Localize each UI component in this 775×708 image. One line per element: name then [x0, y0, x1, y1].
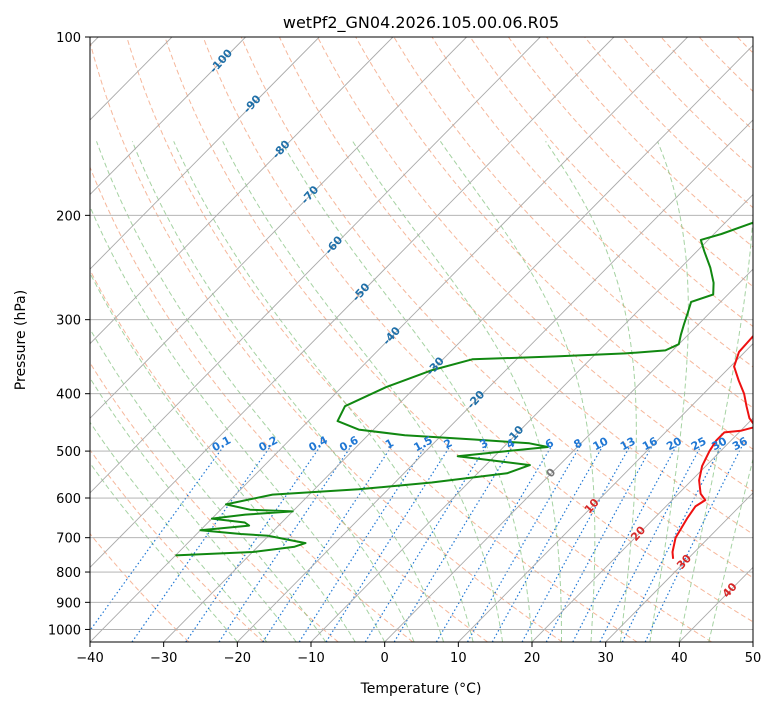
temperature-line [671, 334, 753, 559]
mixing-ratio-label: 10 [591, 434, 611, 453]
y-tick-label: 300 [56, 314, 81, 329]
mixing-ratio-line [491, 445, 604, 642]
mixing-ratio-label: 36 [730, 434, 750, 453]
y-tick-label: 200 [56, 209, 81, 224]
plot-frame [89, 36, 754, 643]
y-tick-label: 100 [56, 31, 81, 46]
isotherm-line [90, 37, 246, 196]
isotherm-line [163, 44, 753, 642]
isotherm-line [531, 417, 753, 642]
isotherm-line [90, 37, 688, 642]
isotherm-grid [90, 37, 753, 642]
dry-adiabat [164, 37, 712, 642]
mixing-ratio-line [131, 445, 272, 642]
dry-adiabat [202, 37, 753, 623]
mixing-ratio-line [262, 445, 393, 642]
mixing-ratio-line [298, 445, 427, 642]
dry-adiabat [90, 361, 339, 642]
mixing-ratio-label: 13 [618, 435, 638, 454]
y-axis-label: Pressure (hPa) [13, 290, 29, 390]
plot-area: -100-90-80-70-60-50-40-30-20-10010203040… [90, 37, 753, 642]
x-tick-label: −40 [76, 651, 103, 666]
y-tick-label: 500 [56, 445, 81, 460]
y-tick-label: 900 [56, 596, 81, 611]
dry-adiabat [90, 165, 488, 642]
x-tick-label: 20 [524, 651, 541, 666]
dry-adiabat [431, 37, 753, 368]
y-tick-label: 800 [56, 566, 81, 581]
mixing-ratio-line [572, 445, 678, 642]
isotherm-line [90, 37, 467, 419]
dry-adiabat [240, 37, 753, 579]
chart-title: wetPf2_GN04.2026.105.00.06.R05 [283, 13, 559, 33]
dry-adiabat [584, 37, 753, 209]
x-tick-label: 40 [671, 651, 688, 666]
dry-adiabat [622, 37, 753, 170]
mixing-ratio-label: 16 [640, 434, 660, 453]
isotherm-line [90, 37, 320, 270]
mixing-ratio-line [599, 445, 702, 642]
y-tick-label: 400 [56, 388, 81, 403]
mixing-ratio-line [466, 445, 582, 642]
x-axis-ticks: −40 −30 −20 −10 0 10 20 30 40 50 [76, 642, 761, 666]
x-tick-label: −10 [297, 651, 324, 666]
mixing-ratio-label: 20 [664, 434, 684, 453]
y-tick-label: 1000 [48, 623, 81, 638]
pressure-gridlines [90, 37, 753, 630]
mixing-ratio-line [644, 445, 743, 642]
mixing-ratio-line [521, 445, 631, 642]
isotherm-line [605, 492, 753, 642]
isotherm-line [384, 268, 753, 642]
x-tick-label: 30 [597, 651, 614, 666]
profile-series [175, 221, 753, 559]
mixing-ratio-label: 25 [689, 435, 709, 454]
mixing-ratio-lines [90, 445, 743, 642]
dry-adiabat [507, 37, 753, 288]
isotherm-line [90, 37, 541, 494]
dry-adiabat [90, 532, 190, 642]
isotherm-line [90, 37, 394, 345]
dry-adiabat [126, 37, 638, 642]
y-axis-ticks: 100 200 300 400 500 600 700 800 900 1000 [48, 31, 90, 638]
mixing-ratio-line [545, 445, 654, 642]
isotherm-line [458, 343, 753, 642]
isotherm-line [310, 193, 753, 642]
x-tick-label: −20 [224, 651, 251, 666]
dry-adiabat [278, 37, 753, 535]
dewpoint-line [175, 221, 753, 557]
x-tick-label: 0 [381, 651, 389, 666]
x-tick-label: −30 [150, 651, 177, 666]
x-axis-label: Temperature (°C) [360, 681, 482, 697]
x-tick-label: 50 [745, 651, 762, 666]
dry-adiabat [317, 37, 753, 492]
x-tick-label: 10 [450, 651, 467, 666]
mixing-ratio-line [90, 445, 225, 632]
y-tick-label: 600 [56, 492, 81, 507]
y-tick-label: 700 [56, 532, 81, 547]
isotherm-line [237, 119, 753, 642]
isotherm-line [90, 37, 615, 569]
mixing-ratio-label: 30 [709, 434, 729, 453]
dry-adiabat [393, 37, 753, 409]
